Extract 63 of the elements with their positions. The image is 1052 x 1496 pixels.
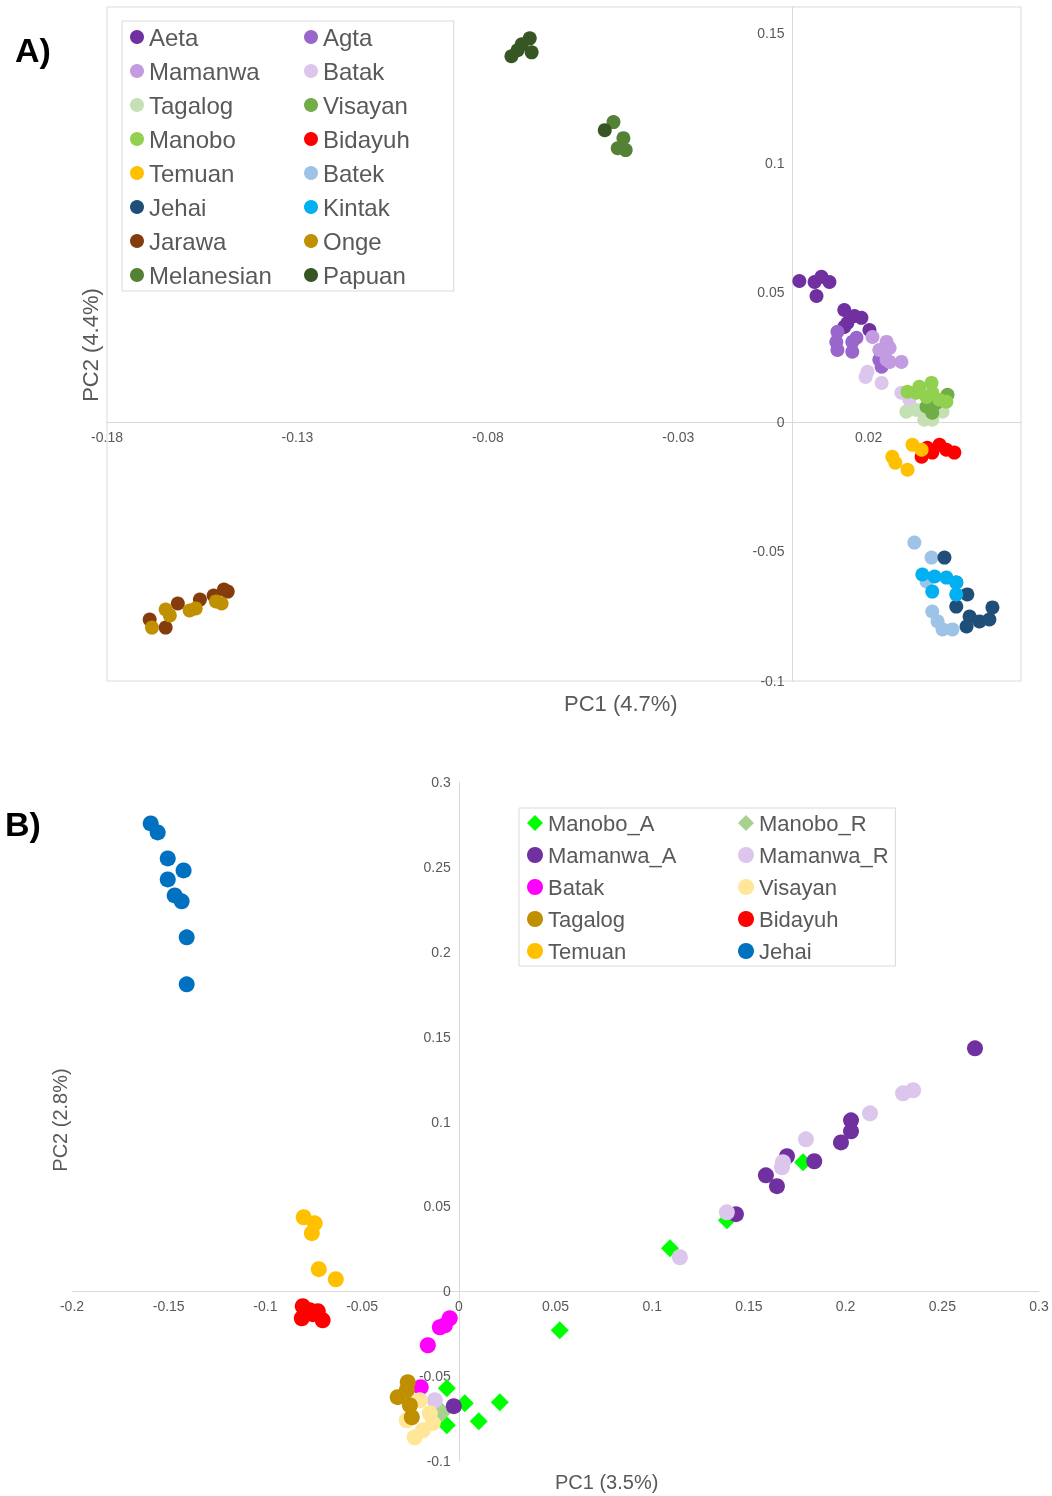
y-tick-label: 0.05 — [423, 1198, 452, 1215]
legend-label: Tagalog — [548, 906, 626, 932]
legend-label: Temuan — [548, 938, 627, 964]
x-tick-label: -0.13 — [281, 428, 314, 445]
x-tick-label: 0.25 — [928, 1298, 957, 1315]
legend-label: Bidayuh — [759, 906, 839, 932]
x-axis-title: PC1 (3.5%) — [555, 1471, 659, 1493]
y-tick-label: 0 — [443, 1283, 451, 1300]
legend-label: Aeta — [149, 23, 200, 51]
text: B) — [5, 805, 41, 843]
legend-label: Manobo — [149, 125, 236, 153]
legend-label: Papuan — [323, 261, 406, 289]
legend-label: Visayan — [759, 874, 837, 900]
x-tick-label: 0.1 — [642, 1298, 663, 1315]
x-tick-label: -0.2 — [59, 1298, 85, 1315]
y-tick-label: 0.15 — [423, 1028, 452, 1045]
legend-label: Manobo_R — [759, 810, 867, 836]
legend-label: Jehai — [149, 193, 207, 221]
y-tick-label: 0.3 — [431, 774, 452, 790]
y-tick-label: 0.1 — [765, 154, 785, 171]
legend-label: Batak — [548, 874, 606, 900]
x-tick-label: -0.05 — [346, 1298, 379, 1315]
legend-label: Batak — [323, 57, 386, 85]
legend-label: Mamanwa_A — [548, 842, 677, 868]
legend-label: Mamanwa — [149, 57, 261, 85]
x-tick-label: 0 — [454, 1298, 463, 1315]
y-tick-label: 0.2 — [431, 943, 452, 960]
x-tick-label: 0.3 — [1029, 1298, 1049, 1315]
x-tick-label: 0.02 — [855, 428, 883, 445]
legend-label: Jehai — [759, 938, 812, 964]
y-tick-label: -0.1 — [426, 1453, 452, 1469]
legend-label: Bidayuh — [323, 125, 410, 153]
y-axis-title: PC2 (4.4%) — [77, 288, 103, 402]
x-tick-label: -0.18 — [91, 428, 124, 445]
x-tick-label: -0.15 — [152, 1298, 185, 1315]
y-tick-label: -0.05 — [752, 543, 785, 560]
legend-label: Melanesian — [149, 261, 272, 289]
y-tick-label: -0.05 — [418, 1368, 451, 1385]
text: A) — [15, 31, 51, 69]
x-tick-label: 0.2 — [835, 1298, 856, 1315]
y-axis-title: PC2 (2.8%) — [49, 1068, 71, 1172]
y-tick-label: 0.25 — [423, 858, 452, 875]
legend-label: Jarawa — [149, 227, 228, 255]
y-tick-label: 0.15 — [757, 24, 785, 41]
legend-label: Manobo_A — [548, 810, 655, 836]
y-tick-label: 0 — [776, 413, 785, 430]
legend-label: Visayan — [323, 91, 408, 119]
legend-label: Agta — [323, 23, 374, 51]
y-tick-label: 0.1 — [431, 1113, 452, 1130]
x-axis-title: PC1 (4.7%) — [563, 690, 678, 716]
legend-label: Temuan — [149, 159, 235, 187]
x-tick-label: 0.05 — [541, 1298, 570, 1315]
x-tick-label: -0.08 — [471, 428, 504, 445]
y-tick-label: 0.05 — [757, 284, 785, 301]
legend-label: Onge — [323, 227, 382, 255]
x-tick-label: -0.1 — [253, 1298, 278, 1315]
legend-label: Batek — [323, 159, 386, 187]
legend-label: Mamanwa_R — [759, 842, 889, 868]
x-tick-label: 0.15 — [735, 1298, 763, 1315]
legend-label: Kintak — [323, 193, 391, 221]
legend-label: Tagalog — [149, 91, 234, 119]
y-tick-label: -0.1 — [760, 673, 785, 689]
x-tick-label: -0.03 — [662, 428, 695, 445]
